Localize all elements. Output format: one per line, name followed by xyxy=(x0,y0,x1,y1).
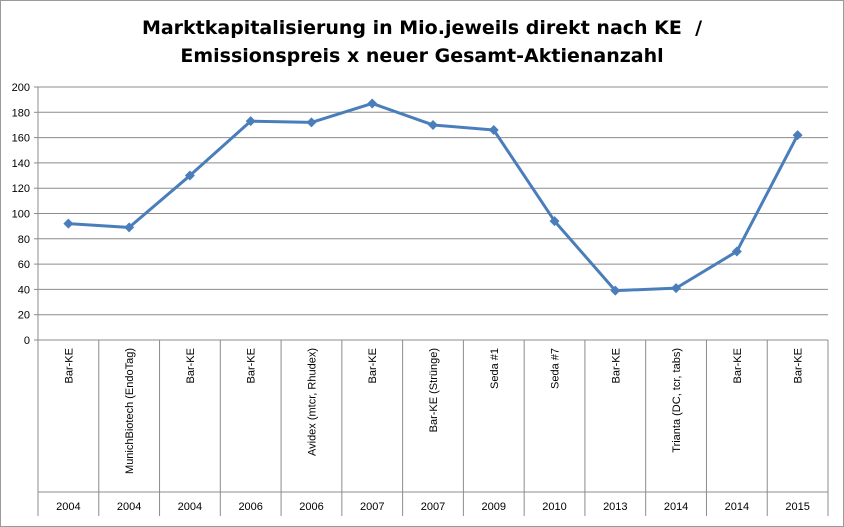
y-tick-label: 200 xyxy=(12,82,30,94)
category-label: Bar-KE xyxy=(63,348,75,383)
category-year: 2013 xyxy=(603,501,627,513)
category-year: 2006 xyxy=(299,501,323,513)
y-tick-label: 60 xyxy=(18,259,30,271)
category-label: Trianta (DC, tcr, tabs) xyxy=(671,348,683,453)
data-series xyxy=(63,98,803,296)
y-tick-label: 20 xyxy=(18,310,30,322)
category-year: 2007 xyxy=(360,501,384,513)
category-label: Seda #1 xyxy=(489,348,501,389)
category-label: Bar-KE xyxy=(610,348,622,383)
category-year: 2010 xyxy=(542,501,566,513)
y-tick-label: 100 xyxy=(12,209,30,221)
data-point-marker xyxy=(245,116,256,127)
category-year: 2007 xyxy=(421,501,445,513)
data-point-marker xyxy=(671,283,682,294)
data-point-marker xyxy=(124,222,135,233)
x-axis-categories: Bar-KE 2004 MunichBiotech (EndoTag) 2004 Bar… xyxy=(56,348,810,513)
data-point-marker xyxy=(549,216,560,227)
series-line xyxy=(68,101,799,293)
category-year: 2009 xyxy=(482,501,506,513)
data-point-marker xyxy=(367,98,378,109)
y-tick-label: 80 xyxy=(18,234,30,246)
data-point-marker xyxy=(63,218,74,229)
data-point-marker xyxy=(610,285,621,296)
data-point-marker xyxy=(731,246,742,257)
category-label: MunichBiotech (EndoTag) xyxy=(124,348,136,474)
y-tick-label: 180 xyxy=(12,107,30,119)
y-tick-label: 140 xyxy=(12,158,30,170)
category-year: 2014 xyxy=(664,501,688,513)
chart-title-line-2: Emissionspreis x neuer Gesamt-Aktienanza… xyxy=(180,45,664,67)
category-year: 2004 xyxy=(178,501,202,513)
y-tick-label: 160 xyxy=(12,133,30,145)
category-year: 2014 xyxy=(725,501,749,513)
gridlines xyxy=(38,86,828,341)
category-year: 2004 xyxy=(56,501,80,513)
category-label: Bar-KE xyxy=(793,348,805,383)
category-year: 2004 xyxy=(117,501,141,513)
chart-title-line-1: Marktkapitalisierung in Mio.jeweils dire… xyxy=(141,17,703,39)
axes xyxy=(34,86,829,516)
category-year: 2015 xyxy=(785,501,809,513)
data-point-marker xyxy=(428,119,438,130)
category-label: Bar-KE (Strünge) xyxy=(428,348,440,432)
category-label: Avidex (mtcr, Rhudex) xyxy=(306,348,318,456)
category-label: Bar-KE xyxy=(732,348,744,383)
data-point-marker xyxy=(488,125,499,136)
category-label: Bar-KE xyxy=(246,348,258,383)
category-label: Bar-KE xyxy=(185,348,197,383)
y-tick-label: 40 xyxy=(18,284,30,296)
data-point-marker xyxy=(306,117,317,128)
data-point-marker xyxy=(792,130,803,141)
y-tick-label: 0 xyxy=(24,335,30,347)
y-tick-label: 120 xyxy=(12,183,30,195)
data-point-marker xyxy=(184,170,195,181)
category-label: Seda #7 xyxy=(550,348,562,389)
category-label: Bar-KE xyxy=(367,348,379,383)
category-year: 2006 xyxy=(238,501,262,513)
y-axis-ticks: 0 20 40 60 80 100 120 140 160 180 200 xyxy=(12,82,30,347)
